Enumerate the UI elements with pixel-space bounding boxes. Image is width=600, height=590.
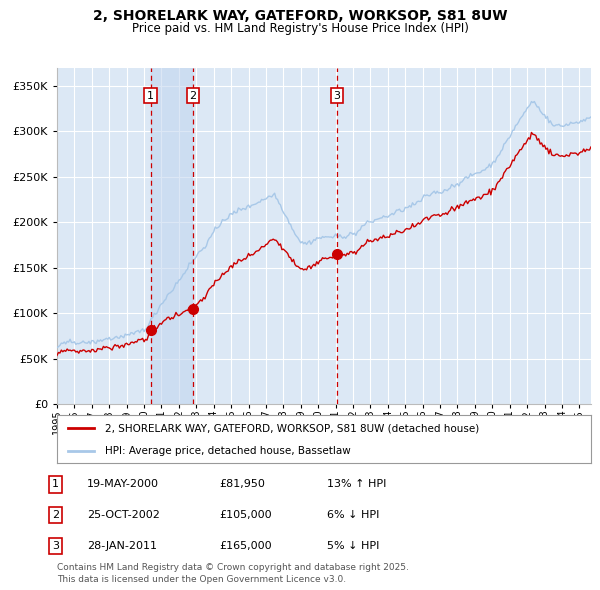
Text: 25-OCT-2002: 25-OCT-2002 xyxy=(87,510,160,520)
Text: This data is licensed under the Open Government Licence v3.0.: This data is licensed under the Open Gov… xyxy=(57,575,346,584)
Text: 2, SHORELARK WAY, GATEFORD, WORKSOP, S81 8UW (detached house): 2, SHORELARK WAY, GATEFORD, WORKSOP, S81… xyxy=(105,423,479,433)
Text: 2, SHORELARK WAY, GATEFORD, WORKSOP, S81 8UW: 2, SHORELARK WAY, GATEFORD, WORKSOP, S81… xyxy=(93,9,507,24)
Text: 1: 1 xyxy=(52,480,59,489)
Text: Price paid vs. HM Land Registry's House Price Index (HPI): Price paid vs. HM Land Registry's House … xyxy=(131,22,469,35)
Text: £105,000: £105,000 xyxy=(219,510,272,520)
Text: Contains HM Land Registry data © Crown copyright and database right 2025.: Contains HM Land Registry data © Crown c… xyxy=(57,563,409,572)
Text: 2: 2 xyxy=(52,510,59,520)
Text: 1: 1 xyxy=(147,91,154,100)
Text: HPI: Average price, detached house, Bassetlaw: HPI: Average price, detached house, Bass… xyxy=(105,446,351,456)
Text: £165,000: £165,000 xyxy=(219,541,272,550)
Text: 5% ↓ HPI: 5% ↓ HPI xyxy=(327,541,379,550)
Text: 13% ↑ HPI: 13% ↑ HPI xyxy=(327,480,386,489)
Text: 3: 3 xyxy=(333,91,340,100)
Text: 3: 3 xyxy=(52,541,59,550)
Text: 2: 2 xyxy=(190,91,197,100)
Text: £81,950: £81,950 xyxy=(219,480,265,489)
Text: 28-JAN-2011: 28-JAN-2011 xyxy=(87,541,157,550)
Text: 6% ↓ HPI: 6% ↓ HPI xyxy=(327,510,379,520)
Text: 19-MAY-2000: 19-MAY-2000 xyxy=(87,480,159,489)
